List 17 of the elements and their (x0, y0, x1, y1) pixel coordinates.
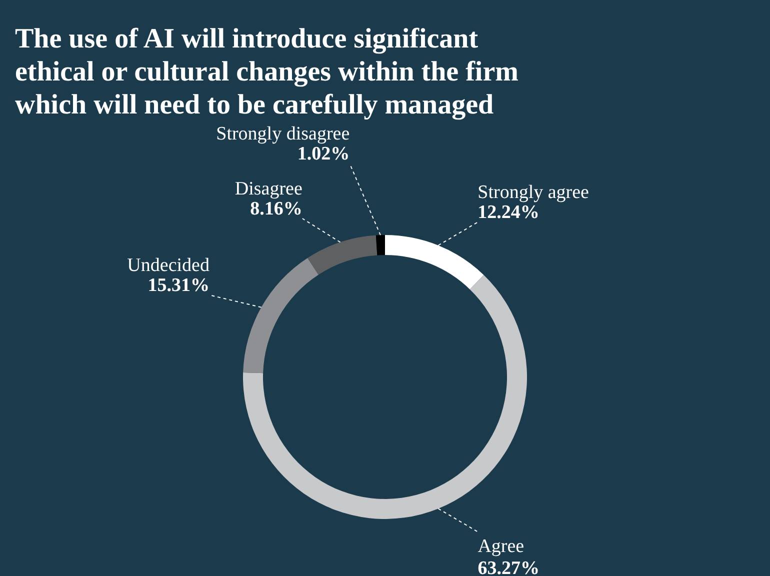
slice-label: Strongly agree (478, 182, 589, 204)
donut-slice (376, 235, 385, 256)
slice-label: Agree (478, 536, 524, 557)
text: The use of AI will introduce significant (15, 24, 478, 54)
slice-label: Strongly disagree (216, 124, 350, 144)
text: which will need to be carefully managed (15, 90, 494, 120)
data-label: 15.31% (148, 275, 210, 296)
donut-slice (308, 235, 378, 275)
donut-slice (243, 258, 318, 374)
data-label: 1.02% (297, 144, 350, 164)
data-label: 63.27% (478, 558, 540, 576)
slice-label: Undecided (127, 255, 210, 276)
slice-label: Disagree (234, 178, 302, 200)
text: ethical or cultural changes within the firm (15, 56, 518, 88)
data-label: 12.24% (478, 202, 540, 224)
donut-slice (243, 274, 527, 519)
data-label: 8.16% (250, 198, 302, 220)
